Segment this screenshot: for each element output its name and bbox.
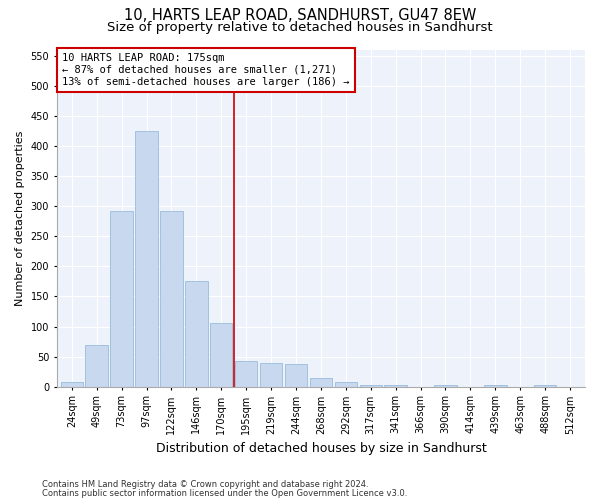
- Bar: [359, 385, 382, 386]
- Text: Contains public sector information licensed under the Open Government Licence v3: Contains public sector information licen…: [42, 488, 407, 498]
- Bar: [385, 385, 407, 386]
- Bar: [285, 364, 307, 386]
- Bar: [160, 210, 182, 386]
- Bar: [260, 362, 282, 386]
- Bar: [210, 323, 232, 386]
- Text: 10 HARTS LEAP ROAD: 175sqm
← 87% of detached houses are smaller (1,271)
13% of s: 10 HARTS LEAP ROAD: 175sqm ← 87% of deta…: [62, 54, 350, 86]
- Text: Size of property relative to detached houses in Sandhurst: Size of property relative to detached ho…: [107, 22, 493, 35]
- Text: Contains HM Land Registry data © Crown copyright and database right 2024.: Contains HM Land Registry data © Crown c…: [42, 480, 368, 489]
- X-axis label: Distribution of detached houses by size in Sandhurst: Distribution of detached houses by size …: [155, 442, 486, 455]
- Bar: [335, 382, 357, 386]
- Bar: [185, 282, 208, 387]
- Bar: [534, 385, 556, 386]
- Bar: [310, 378, 332, 386]
- Y-axis label: Number of detached properties: Number of detached properties: [15, 130, 25, 306]
- Bar: [85, 344, 108, 387]
- Text: 10, HARTS LEAP ROAD, SANDHURST, GU47 8EW: 10, HARTS LEAP ROAD, SANDHURST, GU47 8EW: [124, 8, 476, 22]
- Bar: [135, 131, 158, 386]
- Bar: [110, 210, 133, 386]
- Bar: [235, 361, 257, 386]
- Bar: [61, 382, 83, 386]
